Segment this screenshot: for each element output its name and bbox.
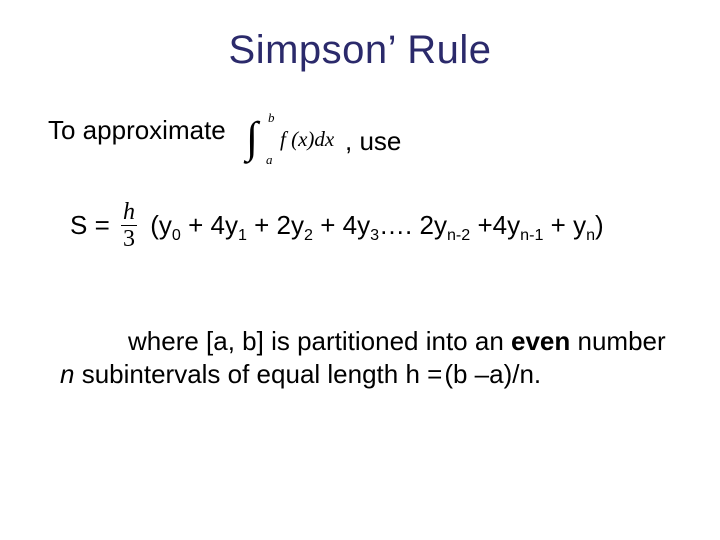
explain-pre: where [a, b] is partitioned into an [128,326,511,356]
approx-prefix: To approximate [48,115,226,145]
explain-n: n [60,359,74,389]
integrand: f (x)dx [280,127,335,151]
explanation-paragraph: where [a, b] is partitioned into an even… [60,325,670,392]
frac-den: 3 [121,226,137,251]
h-over-3: h 3 [121,200,137,251]
explain-post1: number [570,326,665,356]
integral-lower: a [266,152,273,166]
comma-use: , use [345,126,401,157]
line-to-approximate: To approximate [48,115,226,146]
suffix-use: , use [345,126,401,156]
explain-tight: (b –a)/n. [444,359,541,389]
title-text: Simpson’ Rule [229,28,492,72]
simpson-formula: S = h 3 (y0 + 4y1 + 2y2 + 4y3…. 2yn-2 +4… [70,200,604,251]
explain-post2: subintervals of equal length h = [74,359,442,389]
integral-symbol: ∫ b a f (x)dx [240,110,340,166]
frac-num: h [121,200,137,225]
explain-bold: even [511,326,570,356]
integral-upper: b [268,110,275,125]
formula-lhs: S = [70,210,110,241]
svg-text:∫: ∫ [243,113,261,164]
formula-body: (y0 + 4y1 + 2y2 + 4y3…. 2yn-2 +4yn-1 + y… [150,210,604,241]
slide-title: Simpson’ Rule [0,28,720,73]
